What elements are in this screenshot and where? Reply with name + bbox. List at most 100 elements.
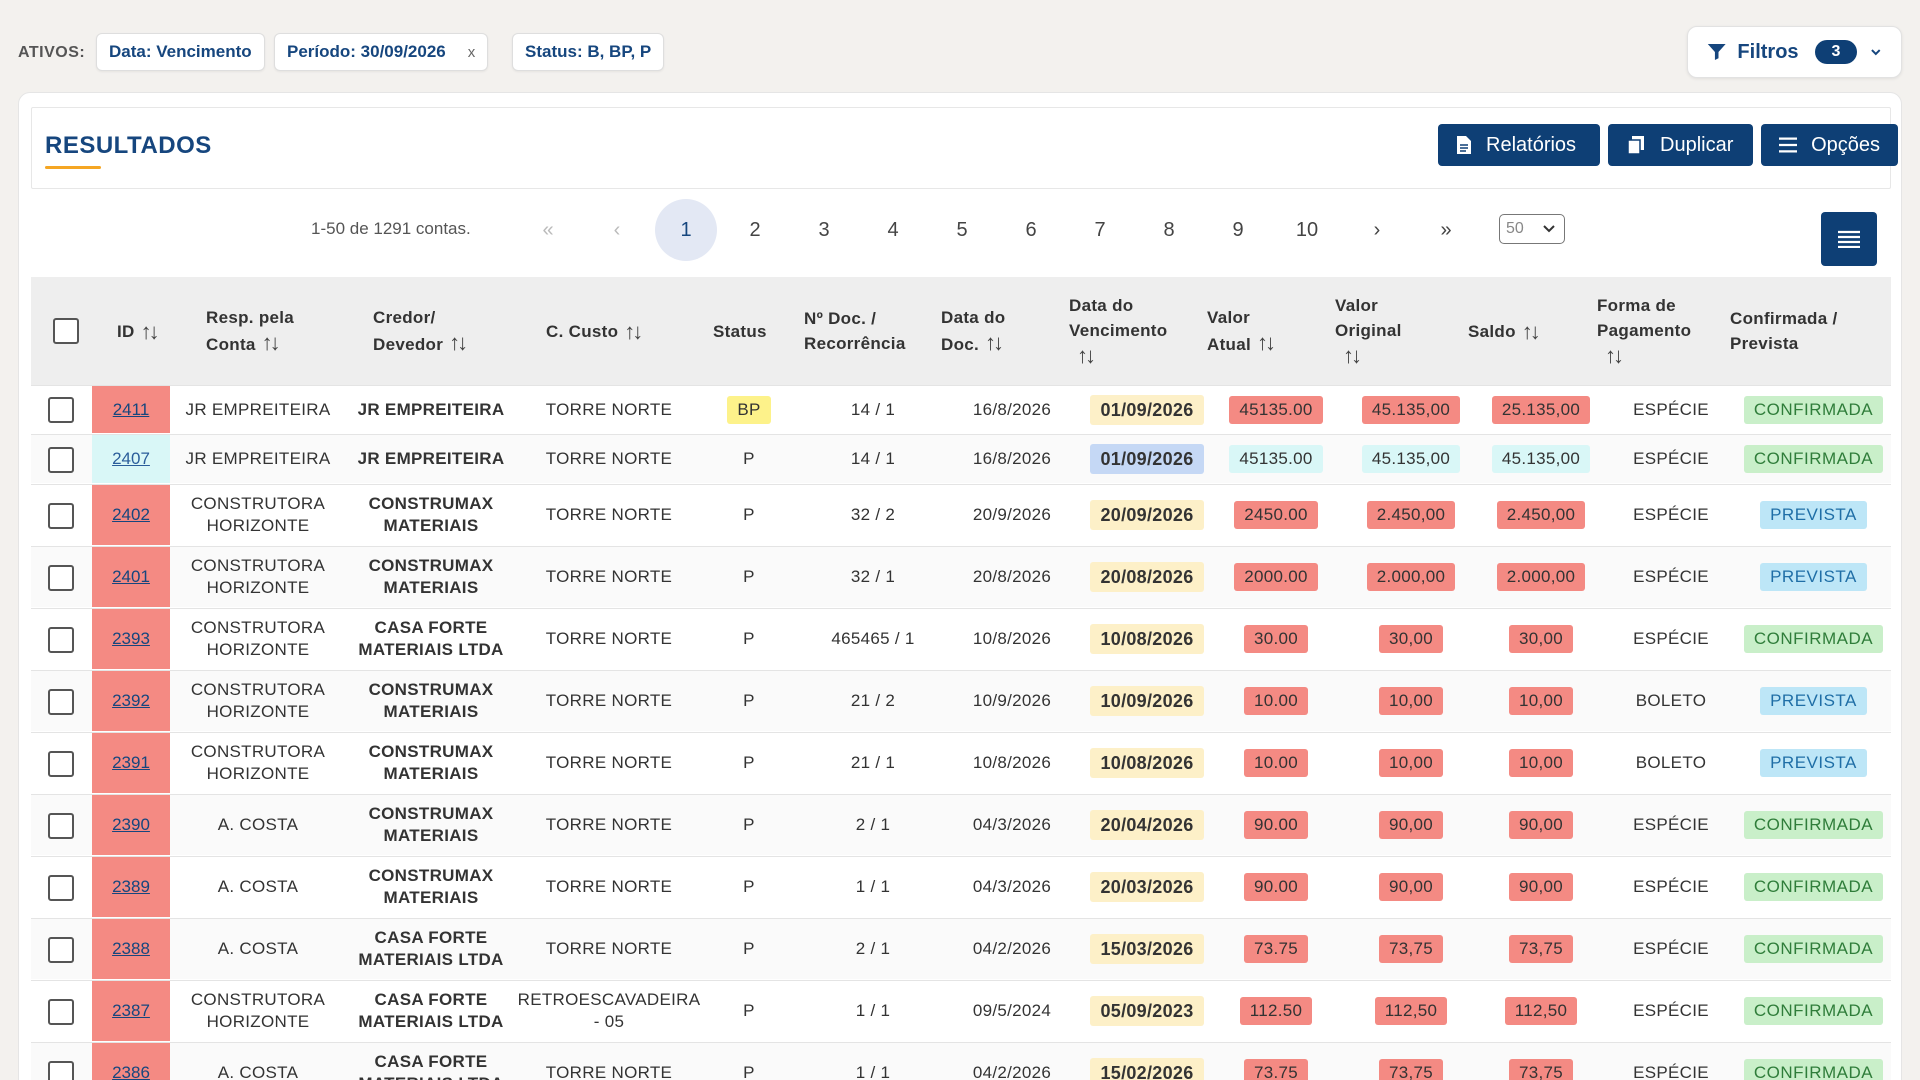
row-checkbox[interactable]	[48, 1060, 74, 1080]
table-row[interactable]: 2391 CONSTRUTORA HORIZONTE CONSTRUMAX MATERI…	[31, 732, 1891, 793]
resp-cell-text: CONSTRUTORA	[190, 494, 326, 513]
ccusto-cell: TORRE NORTE	[519, 795, 699, 855]
table-row[interactable]: 2392 CONSTRUTORA HORIZONTE CONSTRUMAX MATERI…	[31, 670, 1891, 731]
row-id-link[interactable]: 2389	[112, 877, 150, 896]
table-row[interactable]: 2411 JR EMPREITEIRA JR EMPREITEIRA TORRE NO…	[31, 385, 1891, 433]
first-page-button[interactable]: «	[517, 199, 579, 261]
saldo-cell: 73,75	[1481, 1043, 1601, 1080]
row-checkbox[interactable]	[48, 688, 74, 715]
page-button-5[interactable]: 5	[931, 199, 993, 261]
header-vencimento[interactable]: Data do Vencimento ↑↓	[1069, 277, 1167, 385]
resp-cell-text: JR EMPREITEIRA	[185, 449, 331, 468]
row-checkbox[interactable]	[48, 446, 74, 473]
table-row[interactable]: 2402 CONSTRUTORA HORIZONTE CONSTRUMAX MATERI…	[31, 484, 1891, 545]
header-valor-original[interactable]: Valor Original ↑↓	[1335, 277, 1402, 385]
page-button-4[interactable]: 4	[862, 199, 924, 261]
row-id-link[interactable]: 2407	[112, 449, 150, 468]
credor-cell-text: CONSTRUMAX	[368, 804, 494, 823]
row-id-link[interactable]: 2392	[112, 691, 150, 710]
next-page-button[interactable]: ›	[1346, 199, 1408, 261]
header-saldo[interactable]: Saldo ↑↓	[1468, 277, 1541, 385]
credor-cell-text: MATERIAIS	[383, 578, 479, 597]
row-id-link[interactable]: 2402	[112, 505, 150, 524]
page-button-7[interactable]: 7	[1069, 199, 1131, 261]
row-id-link[interactable]: 2388	[112, 939, 150, 958]
select-all-checkbox[interactable]	[53, 318, 79, 344]
row-id-link[interactable]: 2387	[112, 1001, 150, 1020]
confirmation-badge: PREVISTA	[1760, 563, 1867, 591]
table-row[interactable]: 2387 CONSTRUTORA HORIZONTE CASA FORTE MATERI…	[31, 980, 1891, 1041]
row-id-link[interactable]: 2401	[112, 567, 150, 586]
saldo-cell: 25.135,00	[1481, 386, 1601, 433]
status-cell: P	[707, 795, 791, 855]
datadoc-cell: 09/5/2024	[941, 981, 1083, 1041]
row-checkbox[interactable]	[48, 564, 74, 591]
table-row[interactable]: 2386 A. COSTA CASA FORTE MATERIAIS LTDA TORR…	[31, 1042, 1891, 1080]
forma-value: ESPÉCIE	[1633, 505, 1709, 524]
row-checkbox[interactable]	[48, 812, 74, 839]
page-button-1[interactable]: 1	[655, 199, 717, 261]
reports-button[interactable]: Relatórios	[1438, 124, 1600, 166]
credor-cell-text: MATERIAIS LTDA	[358, 640, 504, 659]
table-row[interactable]: 2393 CONSTRUTORA HORIZONTE CASA FORTE MATERI…	[31, 608, 1891, 669]
page-button-6[interactable]: 6	[1000, 199, 1062, 261]
filters-button[interactable]: Filtros 3	[1687, 26, 1902, 78]
header-ccusto[interactable]: C. Custo ↑↓	[546, 277, 643, 385]
prev-page-button[interactable]: ‹	[586, 199, 648, 261]
valor-atual-cell: 45135.00	[1216, 435, 1336, 483]
last-page-button[interactable]: »	[1415, 199, 1477, 261]
header-datadoc[interactable]: Data do Doc. ↑↓	[941, 277, 1005, 385]
table-row[interactable]: 2389 A. COSTA CONSTRUMAX MATERIAIS TORRE NOR…	[31, 856, 1891, 917]
filter-chip-periodo[interactable]: Período: 30/09/2026 x	[274, 33, 489, 71]
row-id-link[interactable]: 2411	[112, 399, 150, 419]
header-forma[interactable]: Forma de Pagamento ↑↓	[1597, 277, 1691, 385]
page-button-10[interactable]: 10	[1276, 199, 1338, 261]
per-page-select[interactable]: 50	[1499, 214, 1565, 244]
header-resp[interactable]: Resp. pela Conta ↑↓	[206, 277, 294, 385]
row-id-link[interactable]: 2390	[112, 815, 150, 834]
row-checkbox[interactable]	[48, 750, 74, 777]
row-checkbox[interactable]	[48, 998, 74, 1025]
resp-cell: CONSTRUTORA HORIZONTE	[174, 981, 342, 1041]
ccusto-cell-text: TORRE NORTE	[545, 1063, 673, 1080]
row-checkbox[interactable]	[48, 626, 74, 653]
table-row[interactable]: 2388 A. COSTA CASA FORTE MATERIAIS LTDA TORR…	[31, 918, 1891, 979]
remove-filter-icon[interactable]: x	[467, 43, 476, 61]
row-id-link[interactable]: 2391	[112, 753, 150, 772]
page-button-3[interactable]: 3	[793, 199, 855, 261]
row-checkbox[interactable]	[48, 502, 74, 529]
table-row[interactable]: 2390 A. COSTA CONSTRUMAX MATERIAIS TORRE NOR…	[31, 794, 1891, 855]
status-value: P	[743, 629, 755, 648]
column-menu-button[interactable]	[1821, 212, 1877, 266]
credor-cell-text: CASA FORTE	[374, 1052, 488, 1071]
row-checkbox[interactable]	[48, 936, 74, 963]
status-cell: P	[707, 919, 791, 979]
row-checkbox[interactable]	[48, 397, 74, 423]
datadoc-value: 10/9/2026	[972, 691, 1052, 710]
header-id[interactable]: ID ↑↓	[117, 277, 160, 385]
table-row[interactable]: 2401 CONSTRUTORA HORIZONTE CONSTRUMAX MATERI…	[31, 546, 1891, 607]
filter-chip-status[interactable]: Status: B, BP, P	[512, 33, 665, 71]
header-valor-atual[interactable]: Valor Atual ↑↓	[1207, 277, 1276, 385]
saldo-cell: 10,00	[1481, 671, 1601, 731]
header-label: Original	[1335, 320, 1402, 340]
page-button-2[interactable]: 2	[724, 199, 786, 261]
page-button-8[interactable]: 8	[1138, 199, 1200, 261]
duplicate-button[interactable]: Duplicar	[1608, 124, 1753, 166]
saldo-cell: 45.135,00	[1481, 435, 1601, 483]
ndoc-value: 14 / 1	[850, 449, 896, 468]
row-id-link[interactable]: 2393	[112, 629, 150, 648]
status-value: P	[743, 1063, 755, 1080]
table-row[interactable]: 2407 JR EMPREITEIRA JR EMPREITEIRA TORRE NO…	[31, 434, 1891, 483]
ndoc-cell: 21 / 2	[811, 671, 935, 731]
options-button[interactable]: Opções	[1761, 124, 1898, 166]
page-button-9[interactable]: 9	[1207, 199, 1269, 261]
ccusto-cell: TORRE NORTE	[519, 919, 699, 979]
row-id-link[interactable]: 2386	[112, 1063, 150, 1080]
filter-chip-data[interactable]: Data: Vencimento	[96, 33, 265, 71]
row-checkbox[interactable]	[48, 874, 74, 901]
valor-atual-value: 10.00	[1243, 749, 1309, 777]
datadoc-value: 16/8/2026	[972, 399, 1052, 419]
confirmation-badge: CONFIRMADA	[1743, 873, 1884, 901]
header-credor[interactable]: Credor/Devedor ↑↓	[373, 277, 468, 385]
